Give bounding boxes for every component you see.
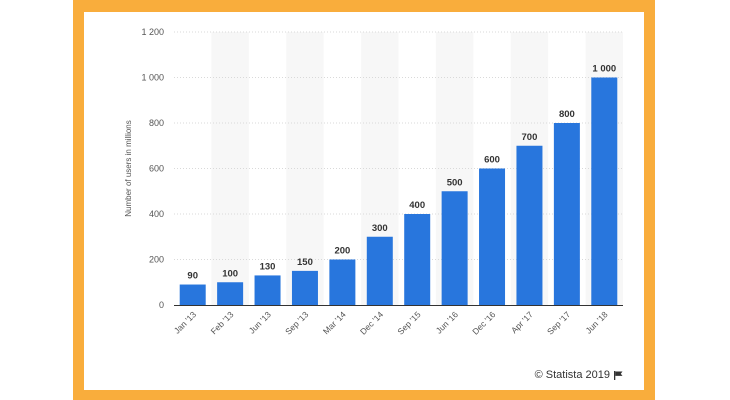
background-band xyxy=(211,32,249,305)
y-tick-label: 0 xyxy=(159,300,164,310)
data-label: 500 xyxy=(447,177,463,188)
x-tick-label: Apr '17 xyxy=(509,309,535,335)
data-label: 1 000 xyxy=(592,64,616,75)
y-tick-label: 600 xyxy=(149,164,164,174)
x-tick-label: Dec '14 xyxy=(358,309,385,336)
x-tick-label: Dec '16 xyxy=(470,309,497,336)
bar xyxy=(366,236,393,305)
flag-icon[interactable] xyxy=(614,370,623,380)
bar xyxy=(217,282,244,305)
data-label: 200 xyxy=(334,246,350,257)
bar xyxy=(179,284,206,305)
x-tick-label: Sep '17 xyxy=(545,309,572,336)
x-tick-label: Feb '13 xyxy=(209,309,236,336)
y-tick-label: 200 xyxy=(149,255,164,265)
x-tick-label: Mar '14 xyxy=(321,309,348,336)
bar xyxy=(404,214,431,305)
data-label: 400 xyxy=(409,200,425,211)
data-label: 600 xyxy=(484,155,500,166)
bar xyxy=(479,168,506,305)
data-label: 300 xyxy=(372,223,388,234)
copyright-text: © Statista 2019 xyxy=(534,369,610,381)
y-axis-title: Number of users in millions xyxy=(124,120,133,216)
bar xyxy=(291,270,318,305)
bar xyxy=(441,191,468,305)
bar xyxy=(591,77,618,305)
background-band xyxy=(286,32,324,305)
y-tick-label: 800 xyxy=(149,118,164,128)
data-label: 90 xyxy=(187,271,198,282)
bar xyxy=(553,123,580,305)
x-tick-label: Jan '13 xyxy=(172,309,198,335)
bar-chart: 0 200 400 600 800 1 000 1 200 90 Jan '13 100 Feb '… xyxy=(124,27,623,337)
data-label: 700 xyxy=(522,132,538,143)
data-label: 100 xyxy=(222,268,238,279)
x-tick-label: Jun '13 xyxy=(247,309,273,335)
bar xyxy=(254,275,281,305)
data-label: 800 xyxy=(559,109,575,120)
x-tick-label: Jun '16 xyxy=(434,309,460,335)
x-tick-label: Jun '18 xyxy=(583,309,609,335)
chart-card: 0 200 400 600 800 1 000 1 200 90 Jan '13 100 Feb '… xyxy=(84,12,644,390)
y-tick-label: 1 200 xyxy=(141,27,164,37)
data-label: 150 xyxy=(297,257,313,268)
footer: © Statista 2019 xyxy=(535,369,623,381)
bar xyxy=(329,259,356,305)
data-label: 130 xyxy=(260,261,276,272)
y-tick-label: 400 xyxy=(149,209,164,219)
x-tick-label: Sep '13 xyxy=(283,309,310,336)
bar xyxy=(516,145,543,305)
y-tick-label: 1 000 xyxy=(141,73,164,83)
x-tick-label: Sep '15 xyxy=(395,309,422,336)
